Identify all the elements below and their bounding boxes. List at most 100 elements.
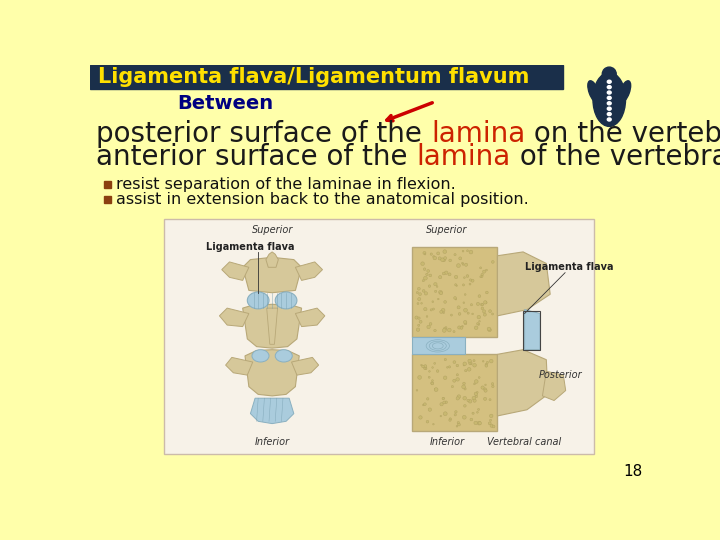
Bar	[171, 225, 373, 447]
Ellipse shape	[474, 421, 477, 424]
Ellipse shape	[438, 257, 441, 260]
Ellipse shape	[481, 307, 484, 309]
Ellipse shape	[477, 421, 481, 425]
Ellipse shape	[453, 330, 455, 333]
Ellipse shape	[463, 362, 467, 366]
Polygon shape	[292, 357, 319, 375]
Ellipse shape	[428, 370, 431, 372]
Ellipse shape	[431, 382, 433, 384]
Ellipse shape	[607, 107, 611, 110]
Ellipse shape	[484, 388, 487, 391]
Polygon shape	[266, 252, 279, 267]
Ellipse shape	[444, 301, 446, 303]
Polygon shape	[243, 304, 302, 348]
Ellipse shape	[474, 380, 478, 383]
Ellipse shape	[457, 306, 460, 309]
Ellipse shape	[490, 419, 492, 421]
Ellipse shape	[453, 379, 456, 382]
Ellipse shape	[479, 321, 480, 322]
Ellipse shape	[455, 299, 456, 300]
Ellipse shape	[418, 298, 420, 301]
Ellipse shape	[444, 327, 446, 330]
Ellipse shape	[472, 313, 474, 315]
Ellipse shape	[466, 275, 469, 278]
Ellipse shape	[492, 313, 494, 315]
Ellipse shape	[440, 403, 444, 406]
Ellipse shape	[473, 360, 475, 362]
Ellipse shape	[607, 80, 611, 83]
Ellipse shape	[436, 252, 440, 255]
Text: 18: 18	[623, 464, 642, 479]
Polygon shape	[542, 372, 566, 401]
Ellipse shape	[432, 301, 433, 302]
Ellipse shape	[468, 359, 472, 362]
Ellipse shape	[425, 368, 427, 369]
Ellipse shape	[456, 426, 458, 427]
Ellipse shape	[436, 370, 439, 373]
Ellipse shape	[484, 397, 487, 400]
Ellipse shape	[434, 290, 437, 293]
Ellipse shape	[417, 302, 419, 305]
Ellipse shape	[482, 303, 483, 306]
Ellipse shape	[433, 308, 434, 310]
Text: Posterior: Posterior	[539, 370, 582, 380]
Ellipse shape	[456, 364, 459, 367]
Ellipse shape	[434, 388, 438, 392]
Ellipse shape	[462, 250, 464, 252]
Ellipse shape	[418, 317, 420, 319]
Ellipse shape	[444, 376, 447, 380]
Ellipse shape	[441, 308, 445, 312]
Ellipse shape	[420, 262, 424, 266]
Ellipse shape	[443, 250, 446, 253]
Ellipse shape	[416, 328, 420, 332]
Ellipse shape	[459, 257, 462, 260]
Ellipse shape	[492, 385, 494, 388]
Ellipse shape	[438, 298, 439, 300]
Text: resist separation of the laminae in flexion.: resist separation of the laminae in flex…	[117, 177, 456, 192]
Ellipse shape	[420, 302, 423, 304]
Bar	[104, 196, 111, 203]
Ellipse shape	[474, 383, 475, 385]
Ellipse shape	[430, 309, 432, 311]
Ellipse shape	[419, 416, 422, 419]
Ellipse shape	[464, 369, 467, 372]
Ellipse shape	[458, 326, 461, 329]
Ellipse shape	[485, 291, 488, 294]
Ellipse shape	[480, 267, 482, 269]
Ellipse shape	[464, 388, 466, 390]
Bar	[413, 338, 465, 354]
Ellipse shape	[477, 323, 480, 325]
Ellipse shape	[469, 283, 471, 285]
Ellipse shape	[424, 364, 427, 368]
Ellipse shape	[423, 252, 426, 254]
Ellipse shape	[446, 367, 448, 368]
Ellipse shape	[485, 384, 486, 386]
Ellipse shape	[428, 285, 431, 287]
Ellipse shape	[462, 415, 466, 419]
Ellipse shape	[607, 85, 611, 89]
Ellipse shape	[426, 315, 428, 318]
Ellipse shape	[433, 282, 437, 286]
Ellipse shape	[445, 401, 447, 403]
Ellipse shape	[444, 412, 447, 416]
Ellipse shape	[480, 276, 482, 278]
Text: Between: Between	[178, 94, 274, 113]
Ellipse shape	[449, 419, 451, 421]
Ellipse shape	[423, 307, 427, 311]
Text: Superior: Superior	[426, 225, 468, 234]
Ellipse shape	[415, 316, 418, 319]
Ellipse shape	[431, 382, 433, 385]
Ellipse shape	[443, 401, 446, 404]
Ellipse shape	[463, 364, 465, 366]
Ellipse shape	[477, 411, 478, 413]
Ellipse shape	[454, 284, 456, 286]
Polygon shape	[525, 309, 540, 350]
Ellipse shape	[248, 292, 269, 309]
Ellipse shape	[488, 422, 491, 425]
Ellipse shape	[458, 423, 460, 426]
Bar	[163, 219, 594, 454]
Ellipse shape	[456, 264, 460, 267]
Ellipse shape	[470, 363, 472, 364]
Ellipse shape	[440, 415, 441, 417]
Text: posterior surface of the: posterior surface of the	[96, 120, 431, 148]
